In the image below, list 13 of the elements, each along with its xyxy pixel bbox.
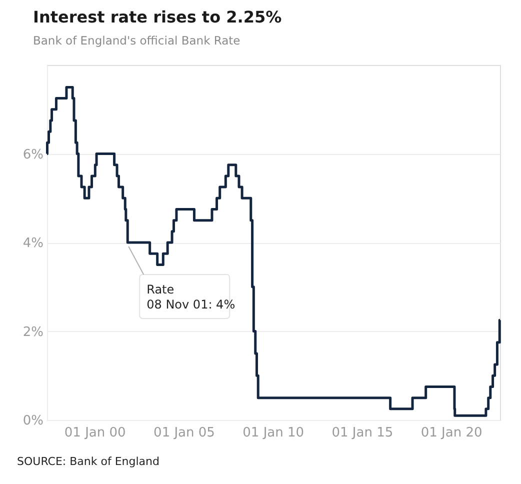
source-note: SOURCE: Bank of England (17, 455, 160, 468)
y-tick-label: 0% (22, 414, 44, 428)
annotation: Rate 08 Nov 01: 4% (146, 282, 236, 312)
x-tick-label: 01 Jan 15 (332, 426, 394, 440)
x-tick-label: 01 Jan 10 (242, 426, 304, 440)
x-tick-label: 01 Jan 05 (154, 426, 215, 440)
chart-subtitle: Bank of England's official Bank Rate (33, 34, 240, 48)
chart-title: Interest rate rises to 2.25% (33, 8, 282, 26)
y-tick-label: 2% (22, 324, 44, 340)
y-tick-label: 6% (22, 147, 44, 162)
x-tick-label: 01 Jan 00 (64, 426, 126, 440)
x-tick-label: 01 Jan 20 (420, 426, 482, 440)
y-tick-label: 4% (22, 236, 44, 251)
